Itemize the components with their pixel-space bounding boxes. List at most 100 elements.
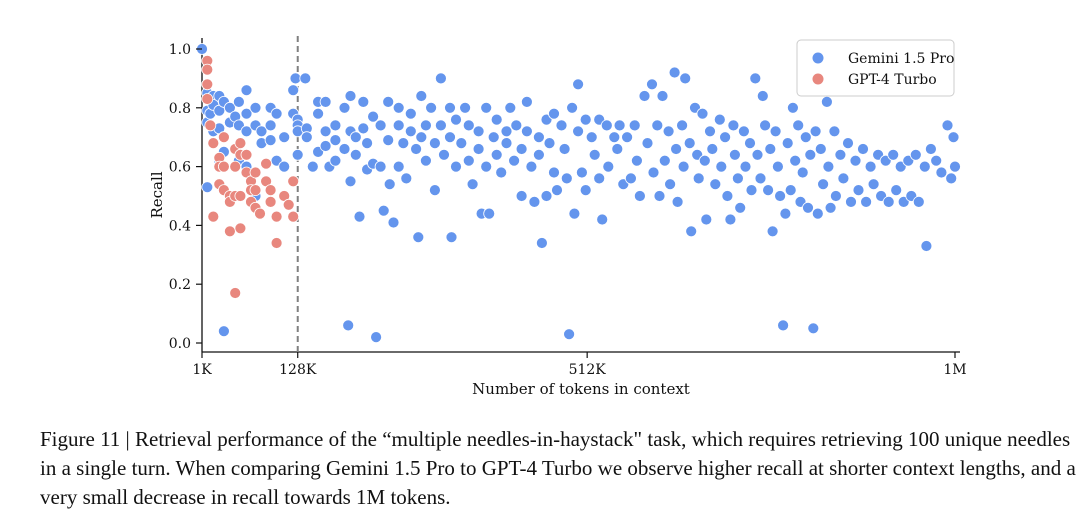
data-point-gemini [727,119,740,132]
data-point-gpt4 [229,287,242,299]
data-point-gemini [738,125,750,138]
data-point-gemini [504,101,517,114]
data-point-gemini [536,237,548,249]
data-point-gemini [656,90,669,102]
data-point-gpt4 [217,160,230,173]
data-point-gemini [662,125,675,138]
data-point-gemini [410,143,423,155]
y-axis-label: Recall [148,171,166,218]
data-point-gpt4 [282,198,295,211]
data-point-gemini [734,201,747,214]
data-point-gemini [857,143,869,155]
data-point-gemini [291,148,304,161]
data-point-gemini [631,154,643,167]
y-tick-label: 0.6 [169,160,191,176]
data-point-gemini [515,143,528,155]
data-point-gemini [533,148,545,161]
data-point-gemini [466,178,479,191]
data-point-gemini [377,204,390,217]
scatter-chart: 0.0 0.2 0.4 0.6 0.8 1.0 1K 128K 512K 1M Number of… [148,36,967,398]
data-point-gemini [729,148,741,161]
data-point-gemini [319,96,332,108]
data-point-gemini [638,90,651,102]
data-point-gemini [845,195,857,208]
data-point-gemini [232,96,245,108]
data-point-gemini [329,154,342,167]
data-point-gemini [759,119,771,132]
data-point-gemini [459,101,472,114]
data-point-gemini [930,154,943,167]
data-point-gemini [947,131,960,144]
data-point-gemini [344,175,357,188]
data-point-gemini [387,216,400,229]
data-point-gemini [641,137,654,150]
data-point-gemini [837,172,850,185]
data-point-gemini [255,125,268,138]
data-point-gemini [732,172,744,185]
data-point-gemini [528,195,541,208]
data-point-gemini [521,125,533,138]
data-point-gemini [438,148,450,161]
data-point-gemini [374,160,387,173]
data-point-gemini [312,107,325,120]
data-point-gemini [766,225,779,238]
data-point-gemini [329,119,342,132]
data-point-gemini [548,107,560,120]
data-point-gemini [685,225,698,238]
data-point-gemini [787,101,799,114]
data-point-gpt4 [287,210,300,223]
data-point-gemini [287,84,300,97]
data-point-gemini [696,107,709,120]
data-point-gemini [450,160,462,173]
data-point-gemini [240,107,253,120]
data-point-gemini [744,137,756,150]
data-point-gemini [299,72,312,85]
data-point-gemini [425,101,438,114]
data-point-gemini [300,131,313,144]
data-point-gemini [602,160,615,173]
data-point-gemini [683,137,696,150]
data-point-gemini [525,160,538,173]
data-point-gemini [830,190,842,202]
data-point-gemini [319,125,332,138]
data-point-gemini [434,72,447,85]
data-point-gemini [912,195,925,208]
data-point-gemini [745,184,758,197]
x-tick-label: 512K [569,362,607,378]
data-point-gemini [751,148,764,161]
data-point-gemini [264,119,277,132]
points-layer [196,43,961,344]
data-point-gemini [789,154,802,167]
data-point-gemini [555,119,568,132]
data-point-gemini [918,160,931,173]
data-point-gemini [490,148,503,161]
data-point-gpt4 [234,222,247,235]
y-tick-label: 0.4 [169,218,191,234]
data-point-gemini [338,101,351,114]
data-point-gemini [621,131,633,144]
data-point-gemini [796,166,809,179]
data-point-gemini [625,172,637,185]
data-point-gemini [533,131,545,144]
data-point-gemini [692,172,705,185]
data-point-gpt4 [249,184,262,197]
data-point-gemini [945,172,958,185]
data-point-gemini [428,137,441,150]
data-point-gemini [566,101,578,114]
y-tick-label: 0.2 [169,277,191,293]
data-point-gemini [658,154,671,167]
data-point-gemini [240,84,253,97]
data-point-gemini [799,131,812,144]
data-point-gemini [909,148,922,161]
data-point-gemini [400,172,413,185]
data-point-gemini [495,166,508,179]
data-point-gemini [480,101,493,114]
data-point-gemini [444,101,456,114]
x-tick-label: 128K [279,362,317,378]
data-point-gemini [807,322,820,335]
data-point-gemini [462,119,475,132]
data-point-gemini [821,96,833,108]
data-point-gemini [706,143,719,155]
data-point-gemini [715,160,728,173]
data-point-gemini [462,154,475,167]
